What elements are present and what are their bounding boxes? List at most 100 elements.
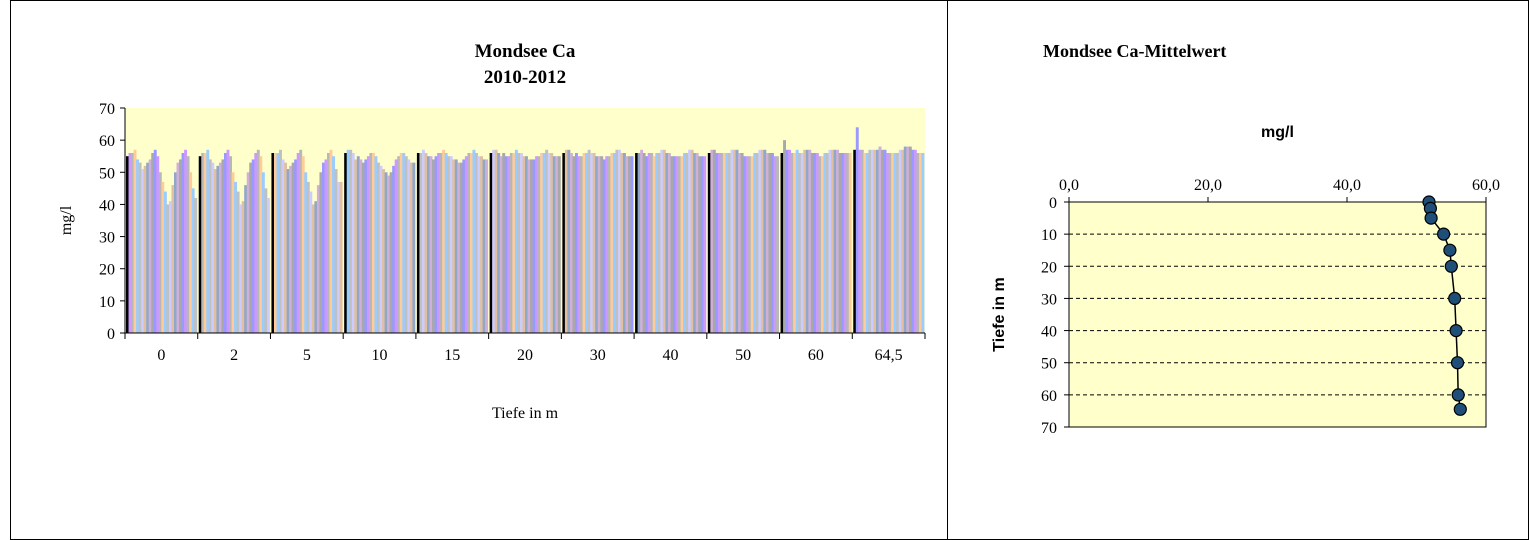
bar [886, 153, 890, 333]
bar [153, 149, 157, 333]
bar [703, 156, 707, 333]
bar [402, 153, 406, 333]
bar [206, 149, 210, 333]
bar [266, 198, 270, 333]
x-tick-label: 15 [444, 347, 460, 364]
bar [657, 153, 661, 333]
bar [163, 191, 167, 333]
bar [394, 159, 398, 333]
bar [284, 162, 288, 333]
bar [239, 204, 243, 333]
bar [665, 153, 669, 333]
bar [221, 159, 225, 333]
bar [226, 149, 230, 333]
bar [485, 159, 489, 333]
bar [128, 153, 132, 333]
bar [449, 156, 453, 333]
bar [464, 156, 468, 333]
bar [672, 156, 676, 333]
bar [595, 156, 599, 333]
bar [434, 156, 438, 333]
bar [574, 153, 578, 333]
bar [725, 153, 729, 333]
x-tick-label: 0 [157, 347, 165, 364]
bar [364, 159, 368, 333]
x-tick-label: 40 [662, 347, 678, 364]
bar [329, 149, 333, 333]
bar [512, 153, 516, 333]
bar [234, 181, 238, 333]
bar [321, 162, 325, 333]
bar [908, 146, 912, 333]
bar [755, 153, 759, 333]
bar [279, 149, 282, 333]
bar [382, 169, 385, 333]
bar [720, 153, 724, 333]
bar [555, 156, 559, 333]
bar [519, 153, 523, 333]
bar [597, 156, 601, 333]
bar [211, 162, 215, 333]
bar [387, 175, 391, 333]
bar [607, 156, 611, 333]
bar [379, 165, 383, 333]
bar [324, 159, 328, 333]
bar [803, 149, 807, 333]
y-tick-label: 0 [107, 326, 115, 343]
bar [173, 172, 177, 333]
bar [259, 156, 263, 333]
bar [517, 153, 521, 333]
bar [301, 156, 305, 333]
bar [738, 153, 742, 333]
bar [439, 153, 443, 333]
bar [582, 153, 586, 333]
bar [685, 153, 689, 333]
bar [186, 156, 190, 333]
x-tick-label: 20 [517, 347, 533, 364]
bar [444, 153, 448, 333]
bar [291, 162, 295, 333]
bar [820, 156, 824, 333]
bar [662, 149, 666, 333]
bar [793, 153, 797, 333]
bar [354, 159, 358, 333]
bar [452, 159, 456, 333]
bar [717, 153, 721, 333]
bar [309, 191, 313, 333]
bar [865, 153, 869, 333]
bar [131, 153, 134, 333]
bar [384, 172, 388, 333]
bar [693, 153, 697, 333]
bar [337, 181, 341, 333]
data-point [1444, 259, 1458, 273]
bar [848, 153, 852, 333]
bar [883, 149, 887, 333]
bar [184, 149, 188, 333]
bar [261, 172, 265, 333]
bar [652, 156, 656, 333]
bar [805, 149, 809, 333]
bar [251, 159, 255, 333]
bar [254, 153, 258, 333]
bar [509, 153, 513, 333]
bar [432, 159, 435, 333]
bar [294, 159, 298, 333]
bar [921, 153, 925, 333]
bar [208, 159, 212, 333]
bar [547, 153, 551, 333]
y-tick-label: 20 [99, 262, 115, 279]
bar [314, 201, 318, 333]
bar [605, 156, 609, 333]
bar [143, 165, 147, 333]
bar [592, 153, 596, 333]
bar [645, 156, 649, 333]
bar [256, 149, 260, 333]
bar [833, 149, 837, 333]
y-tick-label: 20 [1041, 259, 1057, 276]
bar [881, 149, 884, 333]
bar [913, 149, 917, 333]
bar [289, 165, 293, 333]
bar [472, 149, 476, 333]
data-point [1437, 227, 1451, 241]
mean-profile-panel: Mondsee Ca-Mittelwert 0 10 20 30 40 50 60 70 0,0 2… [947, 0, 1529, 540]
